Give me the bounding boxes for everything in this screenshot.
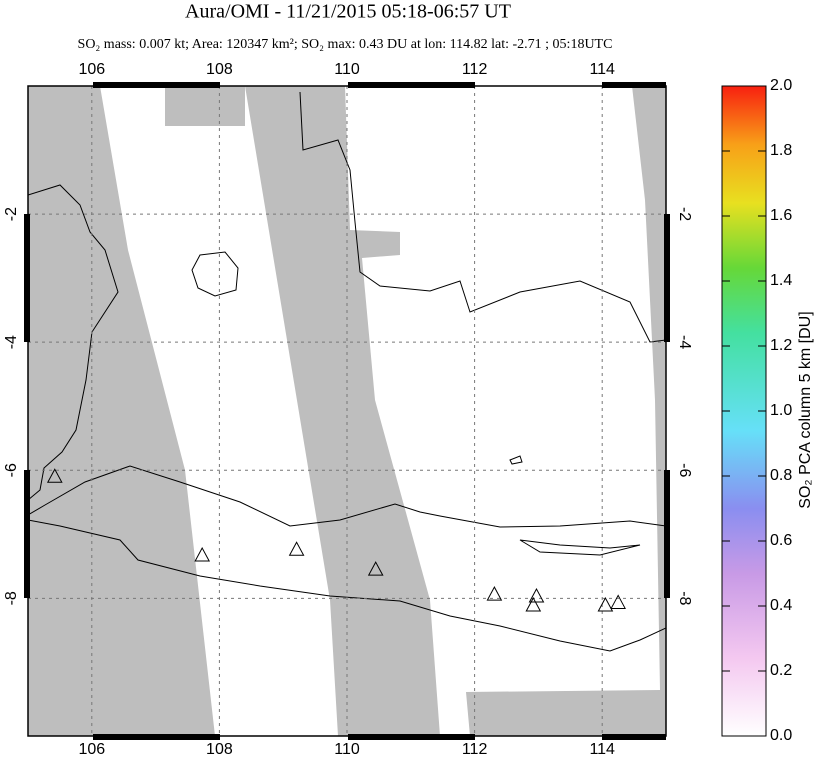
y-tick-label: -8 [3, 591, 20, 605]
volcano-marker [194, 546, 211, 562]
y-tick-label: -4 [676, 335, 693, 349]
x-tick-label: 108 [206, 741, 233, 758]
map-frame [27, 85, 667, 737]
volcano-layer [46, 468, 626, 612]
volcano-marker [597, 596, 614, 612]
volcano-marker [525, 596, 542, 612]
x-tick-label: 112 [462, 61, 488, 78]
no-data-regions [28, 86, 666, 736]
volcano-marker [288, 541, 305, 556]
volcano-marker [46, 468, 63, 483]
colorbar-tick-label: 0.0 [770, 727, 792, 744]
scale-bars [24, 82, 670, 740]
y-tick-label: -4 [3, 335, 20, 349]
volcano-marker [610, 594, 626, 609]
map-area [28, 86, 666, 736]
x-tick-label: 110 [334, 61, 360, 78]
colorbar-tick-label: 1.8 [770, 142, 792, 159]
volcano-marker [367, 561, 384, 576]
x-tick-label: 114 [589, 741, 615, 758]
volcano-marker [486, 586, 503, 601]
x-tick-label: 106 [78, 741, 105, 758]
volcano-marker [528, 587, 545, 603]
grid [28, 86, 666, 736]
colorbar-tick-label: 1.0 [770, 402, 792, 419]
colorbar-tick-label: 0.6 [770, 532, 792, 549]
y-tick-label: -8 [676, 591, 693, 605]
colorbar-tick-label: 0.8 [770, 467, 792, 484]
colorbar-tick-label: 1.4 [770, 272, 792, 289]
y-tick-label: -6 [676, 463, 693, 477]
colorbar-tick-label: 0.4 [770, 597, 792, 614]
axes: 106 106 108 108 110 110 112 112 114 114 -2 -2 -4 -4 -6… [3, 61, 792, 758]
chart-title: Aura/OMI - 11/21/2015 05:18-06:57 UT [185, 1, 511, 23]
x-tick-label: 106 [78, 61, 105, 78]
y-tick-label: -2 [676, 207, 693, 221]
colorbar-tick-label: 2.0 [770, 77, 792, 94]
colorbar-tick-label: 1.6 [770, 207, 792, 224]
x-tick-label: 110 [334, 741, 360, 758]
y-tick-label: -6 [3, 463, 20, 477]
colorbar-label: SO₂ PCA column 5 km [DU] [797, 311, 814, 508]
colorbar-tick-label: 1.2 [770, 337, 792, 354]
y-tick-label: -2 [3, 207, 20, 221]
x-tick-label: 114 [589, 61, 615, 78]
colorbar-tick-label: 0.2 [770, 662, 792, 679]
x-tick-label: 108 [206, 61, 233, 78]
chart-subtitle: SO₂ mass: 0.007 kt; Area: 120347 km²; SO… [78, 37, 613, 52]
x-tick-label: 112 [462, 741, 488, 758]
